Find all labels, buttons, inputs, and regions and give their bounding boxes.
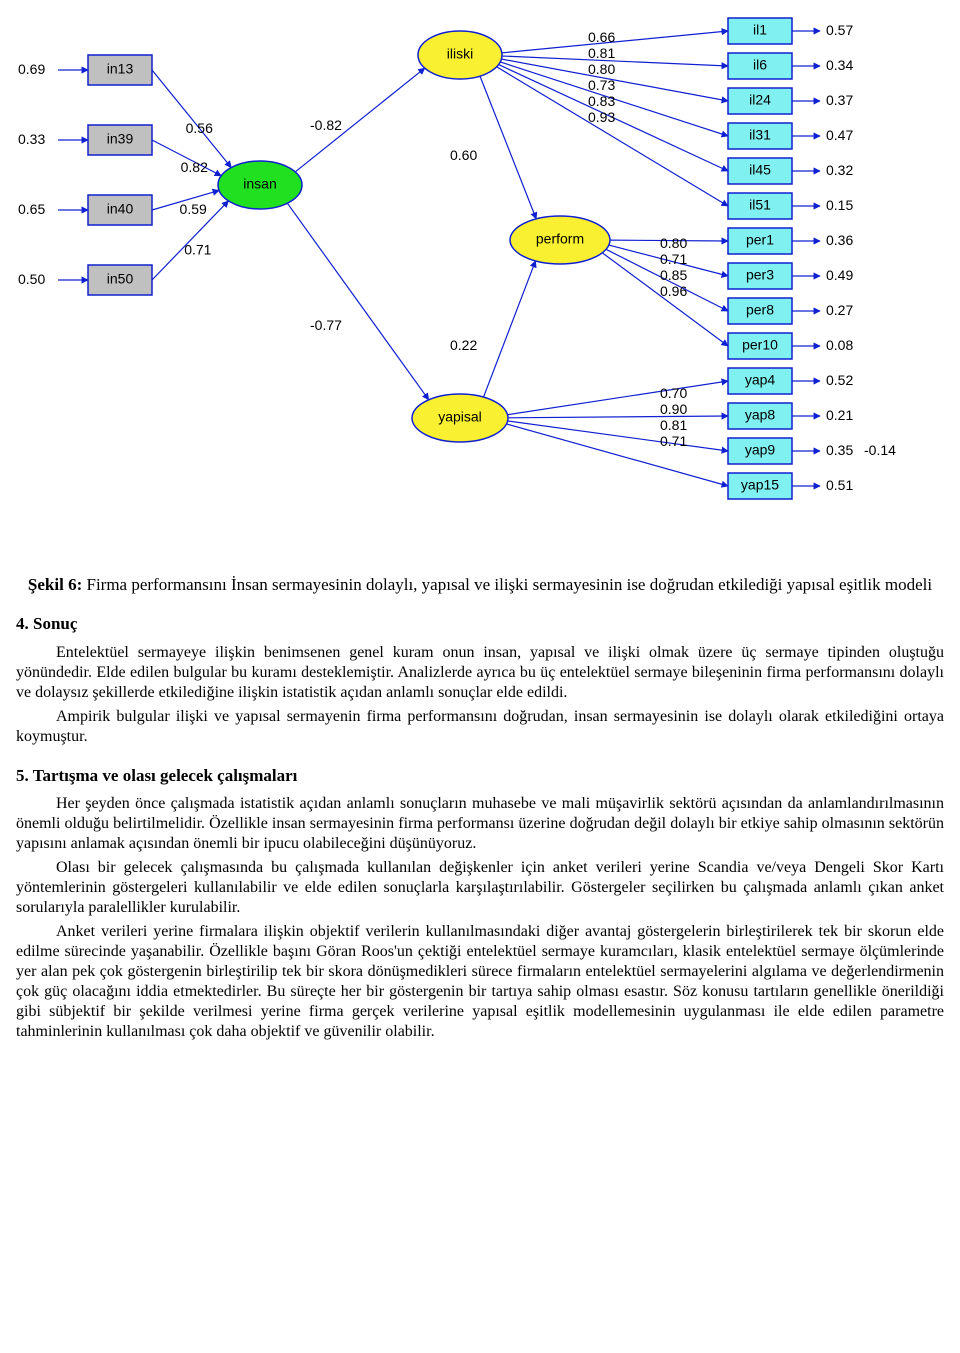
svg-text:0.60: 0.60 xyxy=(450,147,477,163)
svg-text:in40: in40 xyxy=(107,201,134,217)
svg-text:yap9: yap9 xyxy=(745,442,776,458)
svg-text:0.59: 0.59 xyxy=(180,201,207,217)
svg-text:0.71: 0.71 xyxy=(660,251,687,267)
svg-text:0.81: 0.81 xyxy=(660,417,687,433)
svg-text:in13: in13 xyxy=(107,61,134,77)
svg-text:yap4: yap4 xyxy=(745,372,776,388)
svg-text:0.90: 0.90 xyxy=(660,401,687,417)
svg-text:0.27: 0.27 xyxy=(826,302,853,318)
svg-text:0.65: 0.65 xyxy=(18,201,45,217)
svg-text:0.36: 0.36 xyxy=(826,232,853,248)
svg-text:0.35: 0.35 xyxy=(826,442,853,458)
svg-text:0.33: 0.33 xyxy=(18,131,45,147)
sem-path-svg: in13 0.69 0.56 in39 0.33 0.82 in40 0.65 0.59 in50… xyxy=(0,0,960,570)
svg-text:insan: insan xyxy=(243,176,276,192)
svg-text:0.96: 0.96 xyxy=(660,283,687,299)
para-sonuc-2: Ampirik bulgular ilişki ve yapısal serma… xyxy=(16,707,944,747)
svg-text:0.80: 0.80 xyxy=(660,235,687,251)
svg-text:0.73: 0.73 xyxy=(588,77,615,93)
figure-caption: Şekil 6: Firma performansını İnsan serma… xyxy=(16,574,944,595)
svg-text:0.21: 0.21 xyxy=(826,407,853,423)
svg-text:0.15: 0.15 xyxy=(826,197,853,213)
svg-text:0.69: 0.69 xyxy=(18,61,45,77)
svg-text:0.22: 0.22 xyxy=(450,337,477,353)
svg-text:0.66: 0.66 xyxy=(588,29,615,45)
svg-text:0.85: 0.85 xyxy=(660,267,687,283)
svg-text:0.32: 0.32 xyxy=(826,162,853,178)
svg-text:iliski: iliski xyxy=(447,46,473,62)
svg-text:yap15: yap15 xyxy=(741,477,779,493)
svg-text:0.49: 0.49 xyxy=(826,267,853,283)
svg-text:il31: il31 xyxy=(749,127,771,143)
heading-tartisma: 5. Tartışma ve olası gelecek çalışmaları xyxy=(16,765,944,786)
svg-text:0.80: 0.80 xyxy=(588,61,615,77)
svg-text:-0.77: -0.77 xyxy=(310,317,342,333)
svg-text:il51: il51 xyxy=(749,197,771,213)
svg-text:il45: il45 xyxy=(749,162,771,178)
svg-text:-0.82: -0.82 xyxy=(310,117,342,133)
svg-text:-0.14: -0.14 xyxy=(864,442,896,458)
svg-text:in50: in50 xyxy=(107,271,134,287)
svg-text:il24: il24 xyxy=(749,92,771,108)
svg-text:il1: il1 xyxy=(753,22,767,38)
svg-text:0.56: 0.56 xyxy=(186,120,213,136)
svg-text:0.81: 0.81 xyxy=(588,45,615,61)
svg-text:0.37: 0.37 xyxy=(826,92,853,108)
svg-text:per8: per8 xyxy=(746,302,774,318)
svg-text:il6: il6 xyxy=(753,57,767,73)
svg-text:per3: per3 xyxy=(746,267,774,283)
para-sonuc-1: Entelektüel sermayeye ilişkin benimsenen… xyxy=(16,643,944,703)
svg-text:0.82: 0.82 xyxy=(181,159,208,175)
svg-text:per1: per1 xyxy=(746,232,774,248)
svg-text:per10: per10 xyxy=(742,337,778,353)
caption-label: Şekil 6: xyxy=(28,575,82,594)
svg-text:0.34: 0.34 xyxy=(826,57,853,73)
svg-text:0.52: 0.52 xyxy=(826,372,853,388)
para-tart-1: Her şeyden önce çalışmada istatistik açı… xyxy=(16,794,944,854)
svg-text:yapisal: yapisal xyxy=(438,409,482,425)
heading-sonuc: 4. Sonuç xyxy=(16,613,944,634)
svg-text:0.71: 0.71 xyxy=(660,433,687,449)
caption-body: Firma performansını İnsan sermayesinin d… xyxy=(82,575,932,594)
svg-text:0.50: 0.50 xyxy=(18,271,45,287)
svg-text:in39: in39 xyxy=(107,131,134,147)
svg-text:0.83: 0.83 xyxy=(588,93,615,109)
svg-text:0.93: 0.93 xyxy=(588,109,615,125)
svg-text:yap8: yap8 xyxy=(745,407,776,423)
sem-path-diagram: in13 0.69 0.56 in39 0.33 0.82 in40 0.65 0.59 in50… xyxy=(0,0,960,570)
svg-text:0.47: 0.47 xyxy=(826,127,853,143)
para-tart-2: Olası bir gelecek çalışmasında bu çalışm… xyxy=(16,858,944,918)
svg-text:perform: perform xyxy=(536,231,584,247)
svg-text:0.70: 0.70 xyxy=(660,385,687,401)
svg-text:0.71: 0.71 xyxy=(184,241,211,257)
para-tart-3: Anket verileri yerine firmalara ilişkin … xyxy=(16,922,944,1042)
svg-text:0.08: 0.08 xyxy=(826,337,853,353)
paper-text-block: Şekil 6: Firma performansını İnsan serma… xyxy=(0,566,960,1066)
svg-text:0.57: 0.57 xyxy=(826,22,853,38)
svg-text:0.51: 0.51 xyxy=(826,477,853,493)
